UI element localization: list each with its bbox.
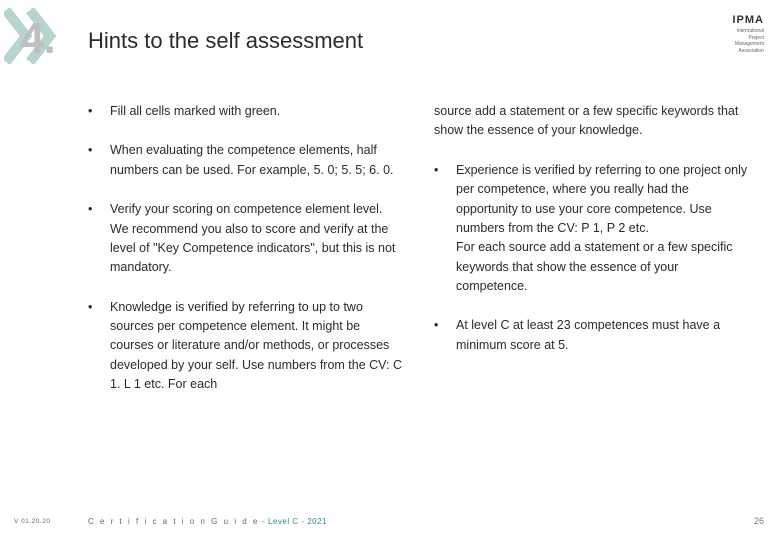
footer: V 01.20.20 C e r t i f i c a t i o n G u… [0, 510, 780, 526]
bullet-marker: • [434, 316, 456, 355]
bullet-text: At level C at least 23 competences must … [456, 316, 750, 355]
right-column: source add a statement or a few specific… [434, 102, 750, 415]
guide-prefix: C e r t i f i c a t i o n G u i d e [88, 517, 259, 526]
page-title: Hints to the self assessment [88, 28, 363, 54]
version-label: V 01.20.20 [14, 518, 50, 525]
bullet-marker: • [88, 141, 110, 180]
logo: IPMA International Project Management As… [733, 14, 765, 54]
bullet-text: Fill all cells marked with green. [110, 102, 404, 121]
footer-guide: C e r t i f i c a t i o n G u i d e - Le… [88, 517, 327, 526]
bullet-marker: • [88, 102, 110, 121]
bullet-text: Experience is verified by referring to o… [456, 161, 750, 297]
bullet-text: When evaluating the competence elements,… [110, 141, 404, 180]
guide-suffix: - Level C - 2021 [259, 517, 327, 526]
bullet-text: Knowledge is verified by referring to up… [110, 298, 404, 395]
logo-sub: International Project Management Associa… [733, 28, 765, 54]
bullet-item: • Verify your scoring on competence elem… [88, 200, 404, 278]
bullet-marker: • [88, 298, 110, 395]
logo-main: IPMA [733, 14, 765, 26]
content-area: • Fill all cells marked with green. • Wh… [88, 102, 750, 415]
bullet-item: • Fill all cells marked with green. [88, 102, 404, 121]
page-number: 26 [754, 516, 764, 526]
bullet-item: • When evaluating the competence element… [88, 141, 404, 180]
bullet-marker: • [434, 161, 456, 297]
bullet-text: Verify your scoring on competence elemen… [110, 200, 404, 278]
bullet-item: • At level C at least 23 competences mus… [434, 316, 750, 355]
bullet-item: • Experience is verified by referring to… [434, 161, 750, 297]
section-number: 4. [20, 14, 55, 64]
bullet-marker: • [88, 200, 110, 278]
continuation-text: source add a statement or a few specific… [434, 102, 750, 141]
left-column: • Fill all cells marked with green. • Wh… [88, 102, 404, 415]
bullet-item: • Knowledge is verified by referring to … [88, 298, 404, 395]
